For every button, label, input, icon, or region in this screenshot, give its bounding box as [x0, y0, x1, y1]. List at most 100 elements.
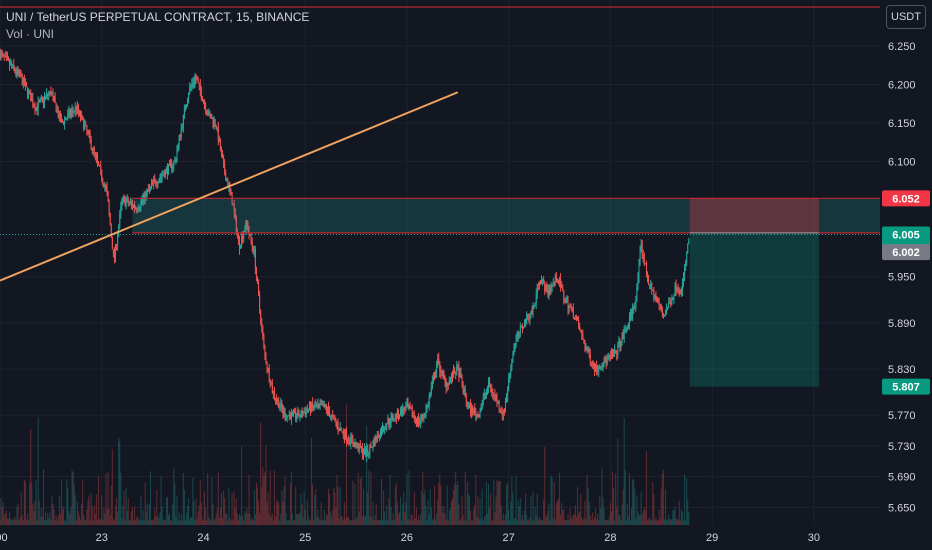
candle-body — [508, 378, 510, 390]
candle-body — [3, 54, 5, 57]
volume-bar — [291, 513, 293, 525]
candle-body — [458, 365, 460, 378]
candle-body — [528, 317, 530, 320]
volume-bar — [138, 519, 140, 525]
candle-body — [91, 148, 93, 151]
candle-body — [169, 162, 171, 165]
candle-body — [166, 168, 168, 175]
candle-body — [529, 315, 531, 320]
candle-body — [323, 403, 325, 407]
volume-bar — [462, 514, 464, 525]
volume-bar — [551, 477, 553, 525]
volume-bar — [525, 493, 527, 525]
candle-body — [600, 368, 602, 370]
candle-body — [266, 363, 268, 369]
volume-bar — [159, 512, 161, 525]
volume-bar — [581, 517, 583, 525]
candle-body — [536, 284, 538, 295]
volume-bar — [69, 514, 71, 525]
volume-bar — [186, 513, 188, 525]
volume-bar — [217, 472, 219, 525]
candle-body — [80, 111, 82, 119]
candle-body — [5, 55, 7, 58]
volume-bar — [109, 515, 111, 525]
volume-bar — [563, 508, 565, 525]
volume-bar — [386, 505, 388, 525]
volume-bar — [620, 520, 622, 525]
volume-bar — [554, 519, 556, 525]
candle-body — [582, 334, 584, 340]
candle-body — [570, 306, 572, 308]
candle-body — [116, 244, 118, 246]
volume-bar — [258, 500, 260, 525]
volume-bar — [326, 515, 328, 525]
volume-bar — [616, 507, 618, 525]
volume-bar — [621, 504, 623, 525]
volume-bar — [570, 515, 572, 525]
candle-body — [562, 287, 564, 291]
candle-body — [181, 127, 183, 129]
volume-bar — [170, 520, 172, 525]
candle-body — [681, 282, 683, 291]
candle-body — [374, 437, 376, 446]
candle-body — [513, 346, 515, 354]
volume-bar — [131, 507, 133, 525]
volume-bar — [141, 520, 143, 525]
volume-bar — [555, 503, 557, 525]
volume-bar — [344, 518, 346, 525]
volume-bar — [11, 520, 13, 525]
candle-body — [453, 369, 455, 378]
candle-body — [564, 299, 566, 303]
volume-bar — [653, 494, 655, 525]
volume-bar — [507, 483, 509, 525]
volume-bar — [306, 500, 308, 525]
candle-body — [401, 409, 403, 416]
candle-body — [219, 139, 221, 151]
candle-body — [609, 355, 611, 357]
volume-bar — [169, 512, 171, 525]
candle-body — [678, 290, 680, 293]
price-axis-tick: 5.730 — [888, 441, 916, 453]
candle-body — [214, 119, 216, 125]
candle-body — [433, 376, 435, 378]
candle-body — [473, 408, 475, 415]
candle-body — [351, 436, 353, 440]
candle-body — [638, 262, 640, 279]
volume-bar — [281, 490, 283, 525]
volume-bar — [32, 504, 34, 525]
candle-body — [47, 94, 49, 96]
volume-bar — [632, 478, 634, 525]
candle-body — [112, 249, 114, 253]
candle-body — [521, 325, 523, 329]
volume-bar — [81, 503, 83, 525]
candle-body — [163, 174, 165, 178]
candle-body — [677, 288, 679, 291]
candle-body — [330, 416, 332, 418]
candle-body — [71, 109, 73, 113]
volume-bar — [409, 519, 411, 525]
candle-body — [421, 414, 423, 420]
volume-bar — [279, 520, 281, 525]
price-axis-background — [880, 0, 932, 550]
volume-bar — [144, 482, 146, 525]
candle-body — [314, 405, 316, 409]
volume-bar — [9, 511, 11, 525]
candle-body — [262, 327, 264, 337]
candle-body — [55, 102, 57, 113]
volume-bar — [66, 479, 68, 525]
candle-body — [502, 410, 504, 416]
volume-bar — [516, 520, 518, 525]
candle-body — [486, 387, 488, 390]
candle-body — [280, 403, 282, 407]
volume-bar — [249, 513, 251, 525]
volume-bar — [182, 472, 184, 525]
volume-bar — [155, 516, 157, 525]
volume-bar — [149, 471, 151, 525]
candle-body — [196, 79, 198, 81]
volume-bar — [660, 488, 662, 525]
candle-body — [149, 186, 151, 188]
symbol-title: UNI / TetherUS PERPETUAL CONTRACT, 15, B… — [6, 10, 310, 24]
currency-button[interactable]: USDT — [886, 5, 926, 29]
price-axis-tick: 5.650 — [888, 502, 916, 514]
